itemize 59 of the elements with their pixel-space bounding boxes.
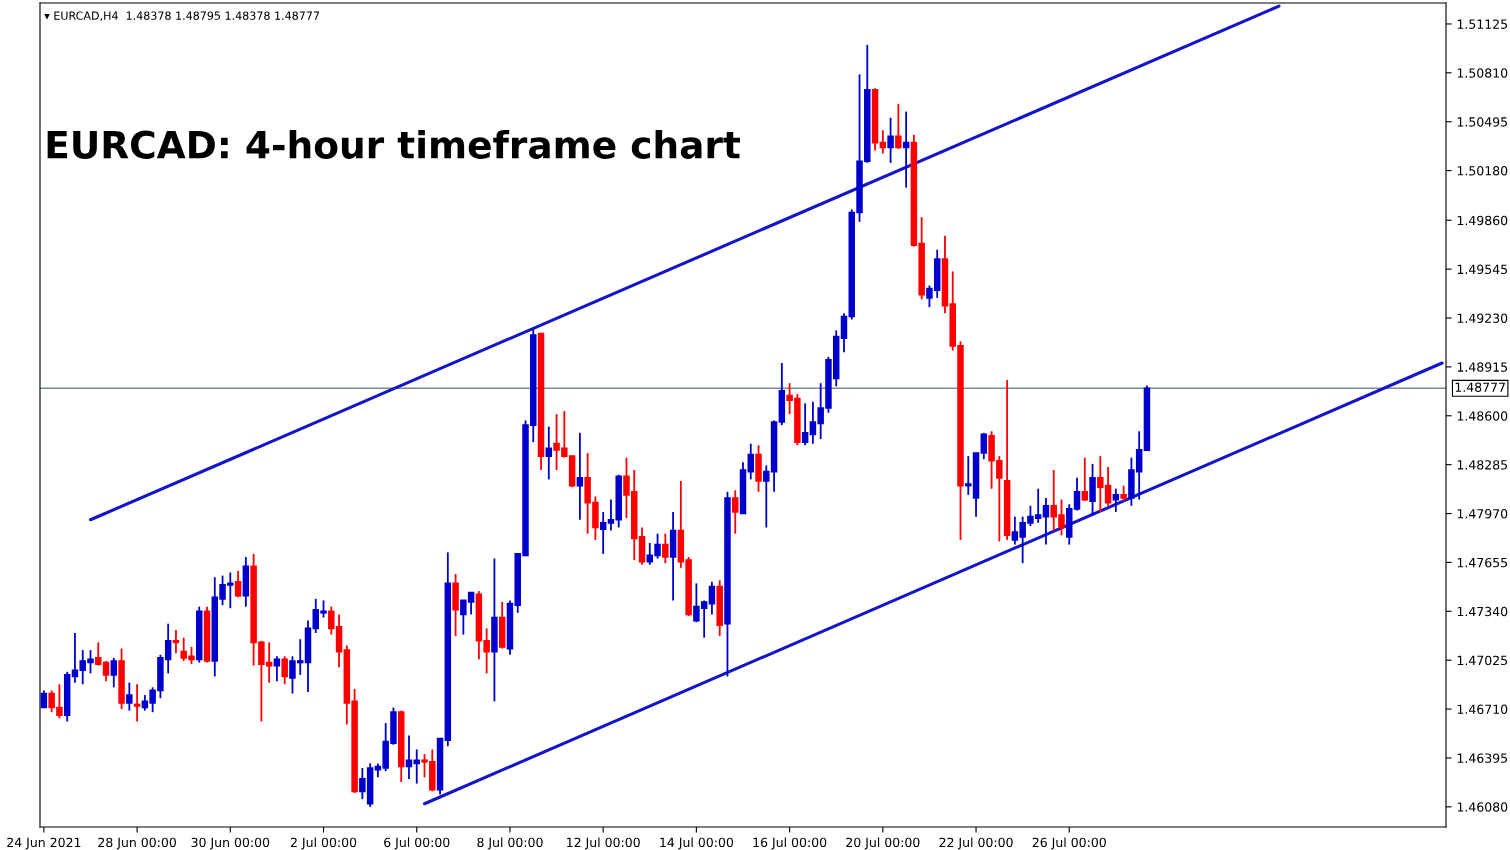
candlestick (747, 442, 755, 481)
y-tick-label: 1.46080 (1457, 802, 1508, 812)
candlestick (731, 489, 739, 535)
candlestick (887, 116, 894, 164)
y-tick-label: 1.49545 (1457, 264, 1508, 275)
x-tick-label: 24 Jun 2021 (7, 837, 81, 850)
x-tick-label: 14 Jul 00:00 (660, 837, 734, 850)
candlestick (405, 734, 413, 780)
y-tick-label: 1.51125 (1457, 19, 1508, 29)
candlestick (1112, 487, 1120, 513)
candlestick (133, 683, 141, 723)
candlestick (801, 402, 809, 447)
x-tick-label: 2 Jul 00:00 (290, 837, 357, 850)
y-tick-label: 1.47970 (1457, 509, 1508, 519)
y-tick-label: 1.50180 (1457, 166, 1508, 176)
candlestick (662, 532, 669, 565)
candlestick (1089, 462, 1096, 516)
candlestick (126, 681, 133, 712)
candlestick (840, 312, 848, 354)
candlestick (1081, 456, 1089, 503)
annotation: ▾ EURCAD,H4 1.48378 1.48795 1.48378 1.48777 (44, 11, 320, 21)
candlestick (234, 570, 242, 599)
candlestick (980, 431, 988, 461)
x-tick-label: 20 Jul 00:00 (846, 837, 920, 850)
y-tick-label: 1.48915 (1457, 362, 1508, 372)
y-tick-label: 1.50810 (1457, 68, 1508, 78)
candlestick (413, 748, 420, 785)
y-tick-label: 1.47340 (1457, 606, 1508, 617)
candlestick (545, 425, 553, 481)
x-tick-label: 6 Jul 00:00 (384, 837, 450, 850)
candlestick (172, 629, 180, 655)
y-tick-label: 1.50495 (1457, 117, 1508, 127)
candlestick (902, 110, 910, 189)
ref-line-label: 1.48777 (1455, 382, 1505, 392)
candlestick (1073, 476, 1081, 512)
candlestick (895, 102, 902, 150)
x-tick-label: 12 Jul 00:00 (567, 837, 640, 850)
y-tick-label: 1.48600 (1457, 411, 1508, 421)
y-tick-label: 1.49860 (1457, 215, 1508, 226)
x-tick-label: 26 Jul 00:00 (1032, 837, 1106, 850)
x-tick-label: 8 Jul 00:00 (477, 837, 543, 850)
candlestick (708, 580, 716, 616)
candlestick (879, 129, 887, 155)
candlestick (281, 655, 288, 686)
candlestick (110, 656, 118, 689)
y-tick-label: 1.48285 (1457, 460, 1508, 470)
y-tick-label: 1.49230 (1457, 313, 1508, 323)
x-tick-label: 30 Jun 00:00 (191, 837, 270, 850)
candlestick (576, 431, 584, 521)
x-tick-label: 28 Jun 00:00 (98, 837, 176, 850)
y-tick-label: 1.46710 (1457, 704, 1508, 714)
text: EURCAD: 4-hour timeframe chart (47, 129, 740, 159)
x-tick-label: 22 Jul 00:00 (939, 837, 1013, 850)
candlestick (599, 511, 607, 555)
y-tick-label: 1.46395 (1457, 753, 1508, 763)
x-tick-label: 16 Jul 00:00 (753, 837, 827, 850)
candlestick (1042, 497, 1050, 546)
y-tick-label: 1.47655 (1457, 557, 1508, 568)
y-tick-label: 1.47025 (1457, 655, 1508, 666)
